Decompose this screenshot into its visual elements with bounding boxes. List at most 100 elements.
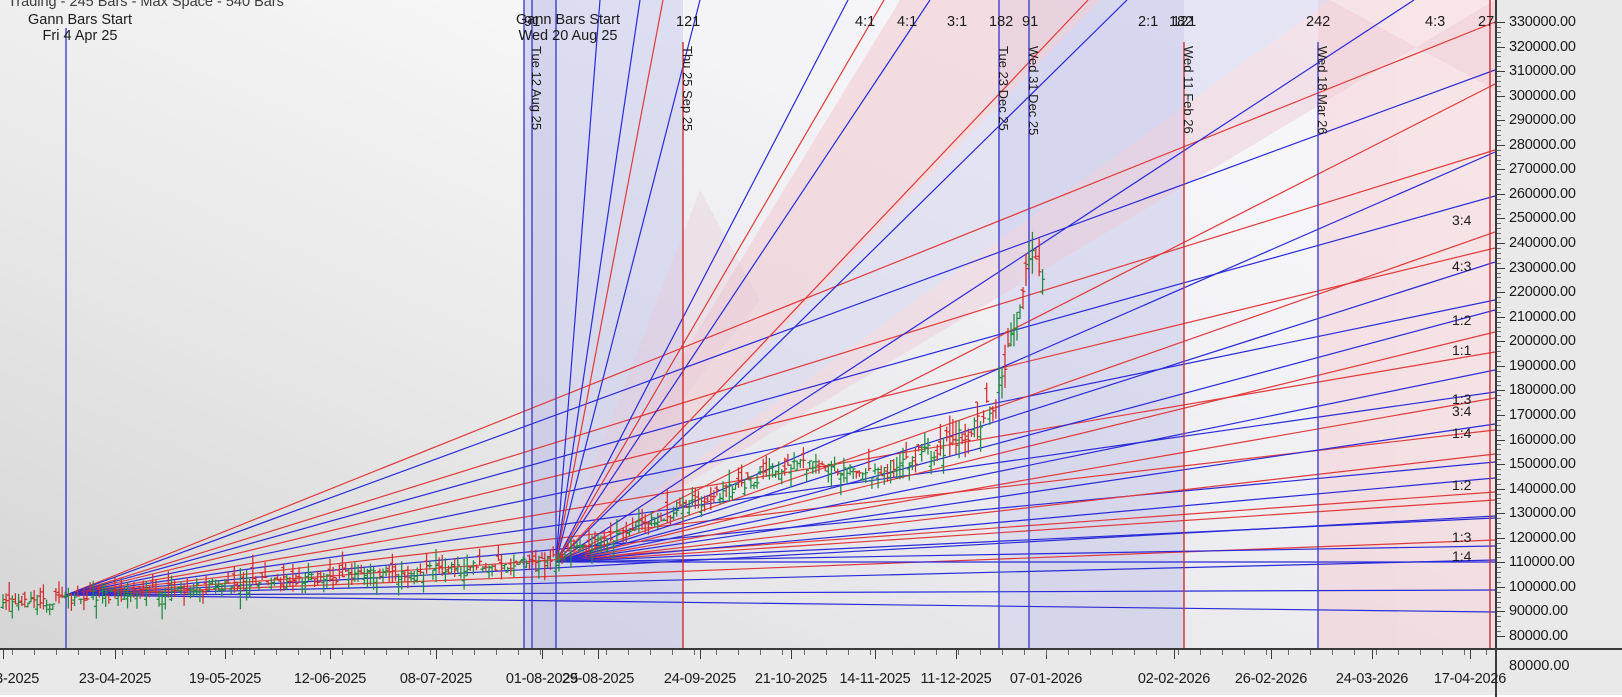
date-axis[interactable]: 80000.00 27-03-2025 23-04-2025 19-05-2025 1… xyxy=(0,648,1622,697)
date-tick-minor xyxy=(188,650,189,655)
price-tick-minor xyxy=(1497,572,1501,574)
price-tick-minor xyxy=(1497,424,1501,426)
date-axis-label: 27-03-2025 xyxy=(0,671,40,687)
price-tick-minor xyxy=(1497,149,1501,151)
price-tick-minor xyxy=(1497,66,1501,68)
gann-ratio-label: 1:4 xyxy=(1452,425,1472,442)
top-cycle-label: 242 xyxy=(1306,14,1331,30)
date-tick-minor xyxy=(1464,650,1465,655)
date-tick-minor xyxy=(606,650,607,655)
vertical-date-label: Wed 31 Dec 25 xyxy=(1026,46,1041,136)
price-tick-minor xyxy=(1497,233,1501,235)
date-tick xyxy=(115,650,116,659)
date-tick xyxy=(330,650,331,659)
price-tick-minor xyxy=(1497,547,1501,549)
date-tick-minor xyxy=(826,650,827,655)
price-axis[interactable]: 330000.00 320000.00 310000.00 300000.00 2900… xyxy=(1495,0,1622,648)
price-tick xyxy=(1497,439,1505,441)
date-tick-minor xyxy=(144,650,145,655)
date-tick xyxy=(598,650,599,659)
date-tick xyxy=(436,650,437,659)
price-tick-minor xyxy=(1497,370,1501,372)
date-tick-minor xyxy=(892,650,893,655)
date-tick-minor xyxy=(804,650,805,655)
date-tick xyxy=(956,650,957,659)
price-tick-minor xyxy=(1497,360,1501,362)
gann-ratio-label: 1:3 xyxy=(1452,390,1472,407)
date-tick-minor xyxy=(56,650,57,655)
date-tick-minor xyxy=(760,650,761,655)
date-tick-minor xyxy=(672,650,673,655)
price-axis-label: 80000.00 xyxy=(1509,628,1568,644)
price-tick-minor xyxy=(1497,468,1501,470)
gann-ratio-label: 1:1 xyxy=(1452,341,1472,358)
gann-ratio-label: 1:3 xyxy=(1452,528,1472,545)
price-axis-label: 260000.00 xyxy=(1509,185,1576,202)
price-axis-label: 330000.00 xyxy=(1509,14,1576,30)
date-tick-minor xyxy=(518,650,519,655)
price-tick-minor xyxy=(1497,434,1501,436)
date-tick-minor xyxy=(980,650,981,655)
top-cycle-label: 121 xyxy=(1172,14,1197,30)
price-tick-minor xyxy=(1497,208,1501,210)
top-cycle-label: 91 xyxy=(524,14,541,30)
price-tick xyxy=(1497,218,1505,220)
anchor-a-title: Gann Bars Start xyxy=(28,12,132,28)
date-tick-minor xyxy=(1112,650,1113,655)
date-tick-minor xyxy=(210,650,211,655)
anchor-label-b: Gann Bars Start Wed 20 Aug 25 xyxy=(488,12,648,44)
price-tick-minor xyxy=(1497,306,1501,308)
price-tick-minor xyxy=(1497,154,1501,156)
price-tick-minor xyxy=(1497,429,1501,431)
date-tick-minor xyxy=(408,650,409,655)
price-tick-minor xyxy=(1497,297,1501,299)
price-tick xyxy=(1497,414,1505,416)
price-tick-minor xyxy=(1497,336,1501,338)
price-tick-minor xyxy=(1497,478,1501,480)
price-axis-label: 250000.00 xyxy=(1509,210,1576,227)
date-axis-label: 17-04-2026 xyxy=(1433,671,1507,687)
price-axis-label: 130000.00 xyxy=(1509,505,1576,522)
date-tick-minor xyxy=(496,650,497,655)
vertical-date-label: Wed 11 Feb 26 xyxy=(1181,46,1196,134)
price-tick-minor xyxy=(1497,36,1501,38)
price-tick-minor xyxy=(1497,31,1501,33)
date-tick xyxy=(1470,650,1471,659)
price-tick-minor xyxy=(1497,139,1501,141)
price-axis-label: 300000.00 xyxy=(1509,87,1576,104)
top-cycle-label: 121 xyxy=(676,14,701,30)
date-axis-label: 26-02-2026 xyxy=(1234,671,1308,687)
price-tick-minor xyxy=(1497,410,1501,412)
price-tick-minor xyxy=(1497,503,1501,505)
chart-plot-area[interactable]: Trading - 245 Bars - Max Space - 540 Bar… xyxy=(0,0,1495,648)
price-tick xyxy=(1497,586,1505,588)
price-tick-minor xyxy=(1497,262,1501,264)
date-tick xyxy=(791,650,792,659)
price-tick xyxy=(1497,464,1505,466)
price-tick-minor xyxy=(1497,130,1501,132)
date-tick-minor xyxy=(1332,650,1333,655)
price-tick-minor xyxy=(1497,621,1501,623)
price-tick xyxy=(1497,365,1505,367)
price-tick xyxy=(1497,488,1505,490)
date-tick xyxy=(700,650,701,659)
date-tick-minor xyxy=(584,650,585,655)
price-tick-minor xyxy=(1497,213,1501,215)
price-tick-minor xyxy=(1497,301,1501,303)
price-tick-minor xyxy=(1497,596,1501,598)
price-tick-minor xyxy=(1497,80,1501,82)
price-tick-minor xyxy=(1497,85,1501,87)
price-tick xyxy=(1497,292,1505,294)
price-tick-minor xyxy=(1497,90,1501,92)
price-axis-label: 90000.00 xyxy=(1509,603,1568,620)
price-tick-minor xyxy=(1497,591,1501,593)
top-cycle-label: 4:1 xyxy=(897,14,918,30)
date-tick-minor xyxy=(320,650,321,655)
date-tick xyxy=(3,650,4,659)
date-tick-minor xyxy=(1420,650,1421,655)
price-tick-minor xyxy=(1497,449,1501,451)
date-tick-minor xyxy=(848,650,849,655)
chart-canvas xyxy=(0,0,1495,648)
price-axis-label: 220000.00 xyxy=(1509,284,1576,301)
price-tick-minor xyxy=(1497,277,1501,279)
